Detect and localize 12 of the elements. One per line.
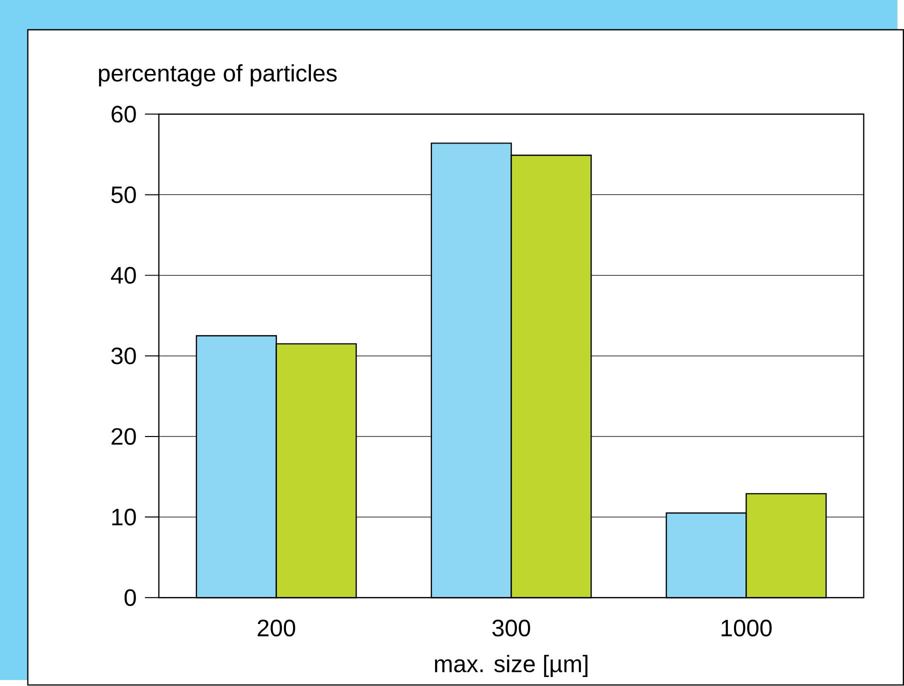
y-tick-label: 50 — [111, 186, 136, 204]
y-tick-label: 30 — [111, 348, 136, 364]
x-tick-label: 200 — [258, 620, 296, 637]
y-tick-label: 60 — [112, 106, 136, 123]
x-axis-title: max. size [µm] — [435, 655, 588, 678]
x-tick-label: 300 — [492, 620, 530, 637]
y-tick-label: 20 — [112, 428, 136, 446]
y-tick-label: 10 — [112, 508, 136, 526]
y-tick-label: 0 — [124, 589, 136, 606]
y-axis-title: percentage of particles — [99, 64, 337, 87]
x-tick-label: 1000 — [722, 620, 772, 637]
y-tick-label: 40 — [110, 267, 136, 284]
